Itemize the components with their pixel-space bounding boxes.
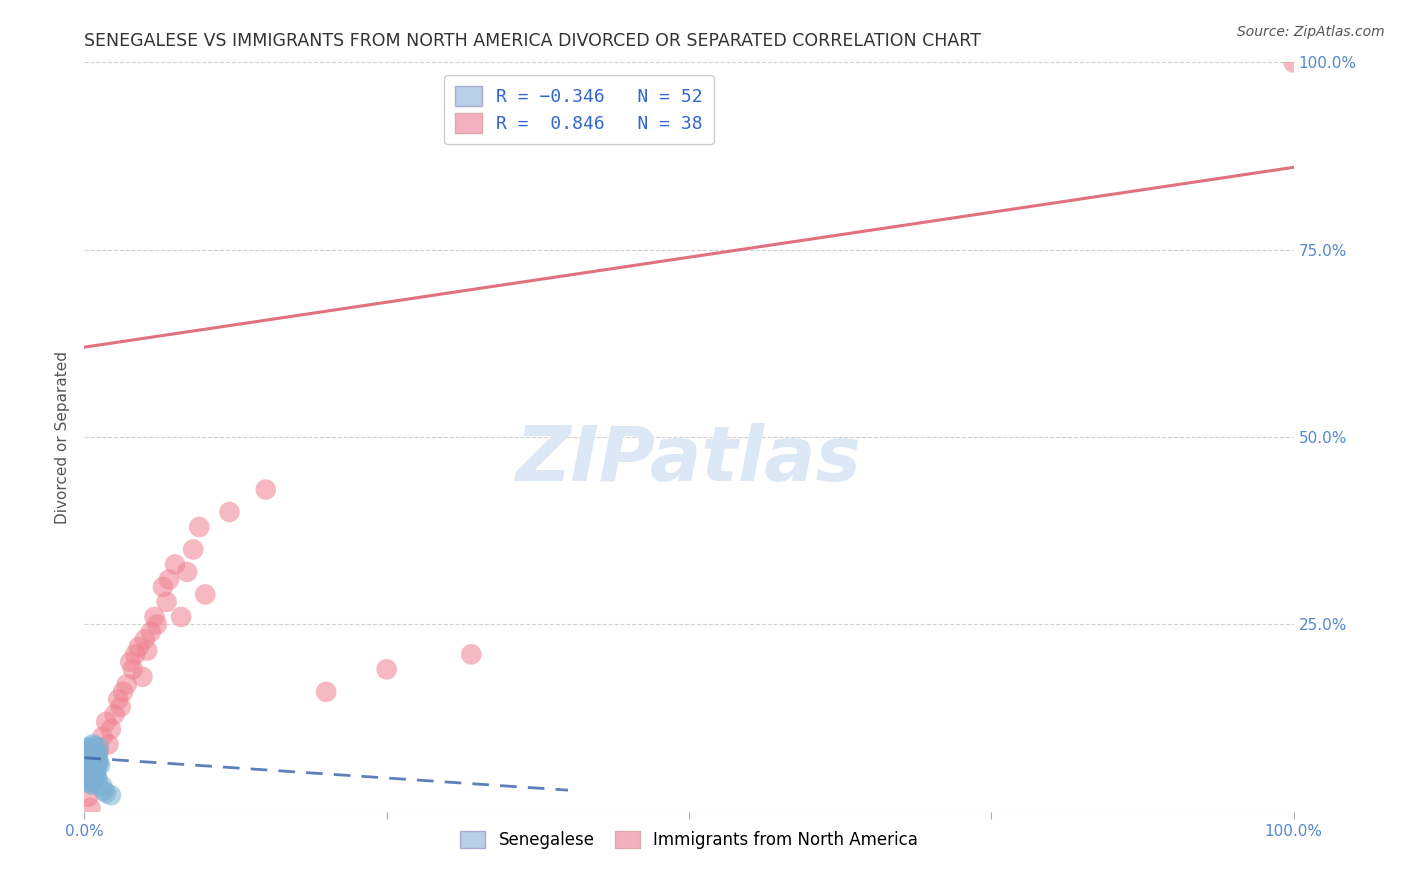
Point — [93, 783, 115, 797]
Point — [77, 764, 100, 779]
Point — [77, 754, 100, 768]
Point — [146, 617, 169, 632]
Point — [83, 767, 105, 781]
Point — [128, 640, 150, 654]
Point — [165, 558, 187, 572]
Point — [86, 752, 108, 766]
Point — [77, 789, 100, 804]
Point — [94, 786, 117, 800]
Point — [143, 610, 166, 624]
Point — [254, 483, 277, 497]
Point — [82, 761, 104, 775]
Point — [100, 723, 122, 737]
Text: Source: ZipAtlas.com: Source: ZipAtlas.com — [1237, 25, 1385, 39]
Text: SENEGALESE VS IMMIGRANTS FROM NORTH AMERICA DIVORCED OR SEPARATED CORRELATION CH: SENEGALESE VS IMMIGRANTS FROM NORTH AMER… — [84, 32, 981, 50]
Point — [218, 505, 240, 519]
Point — [80, 749, 103, 764]
Point — [82, 745, 104, 759]
Point — [83, 751, 105, 765]
Point — [115, 677, 138, 691]
Point — [86, 747, 108, 762]
Point — [86, 754, 108, 768]
Point — [84, 748, 107, 763]
Point — [83, 767, 105, 781]
Point — [80, 778, 103, 792]
Point — [79, 745, 101, 759]
Point — [84, 747, 107, 762]
Point — [84, 765, 107, 780]
Point — [152, 580, 174, 594]
Point — [77, 741, 100, 756]
Point — [124, 648, 146, 662]
Point — [87, 756, 110, 770]
Point — [84, 752, 107, 766]
Point — [91, 730, 114, 744]
Point — [136, 643, 159, 657]
Point — [79, 774, 101, 789]
Point — [86, 746, 108, 760]
Point — [79, 776, 101, 790]
Point — [104, 707, 127, 722]
Point — [176, 565, 198, 579]
Point — [460, 648, 482, 662]
Point — [83, 739, 105, 753]
Point — [80, 760, 103, 774]
Point — [100, 789, 122, 803]
Point — [77, 763, 100, 777]
Point — [188, 520, 211, 534]
Point — [131, 670, 153, 684]
Point — [76, 772, 98, 786]
Point — [77, 769, 100, 783]
Point — [157, 573, 180, 587]
Point — [89, 758, 111, 772]
Point — [97, 737, 120, 751]
Point — [77, 743, 100, 757]
Legend: Senegalese, Immigrants from North America: Senegalese, Immigrants from North Americ… — [454, 824, 924, 855]
Point — [375, 662, 398, 676]
Point — [91, 779, 114, 793]
Point — [1282, 55, 1305, 70]
Point — [110, 699, 132, 714]
Point — [77, 740, 100, 755]
Point — [83, 760, 105, 774]
Point — [87, 740, 110, 755]
Point — [155, 595, 177, 609]
Point — [194, 587, 217, 601]
Point — [82, 756, 104, 771]
Point — [134, 632, 156, 647]
Point — [80, 746, 103, 760]
Point — [79, 751, 101, 765]
Point — [120, 655, 142, 669]
Y-axis label: Divorced or Separated: Divorced or Separated — [55, 351, 70, 524]
Point — [79, 773, 101, 788]
Point — [121, 662, 143, 676]
Point — [83, 765, 105, 780]
Point — [94, 714, 117, 729]
Point — [76, 764, 98, 778]
Point — [77, 773, 100, 788]
Point — [112, 685, 135, 699]
Point — [315, 685, 337, 699]
Point — [139, 624, 162, 639]
Point — [80, 756, 103, 771]
Point — [82, 737, 104, 751]
Point — [86, 770, 108, 784]
Point — [181, 542, 204, 557]
Point — [84, 769, 107, 783]
Point — [77, 771, 100, 785]
Point — [86, 761, 108, 775]
Point — [82, 760, 104, 774]
Point — [86, 758, 108, 772]
Point — [79, 801, 101, 815]
Point — [87, 745, 110, 759]
Point — [170, 610, 193, 624]
Point — [86, 772, 108, 786]
Point — [86, 756, 108, 770]
Point — [107, 692, 129, 706]
Text: ZIPatlas: ZIPatlas — [516, 423, 862, 497]
